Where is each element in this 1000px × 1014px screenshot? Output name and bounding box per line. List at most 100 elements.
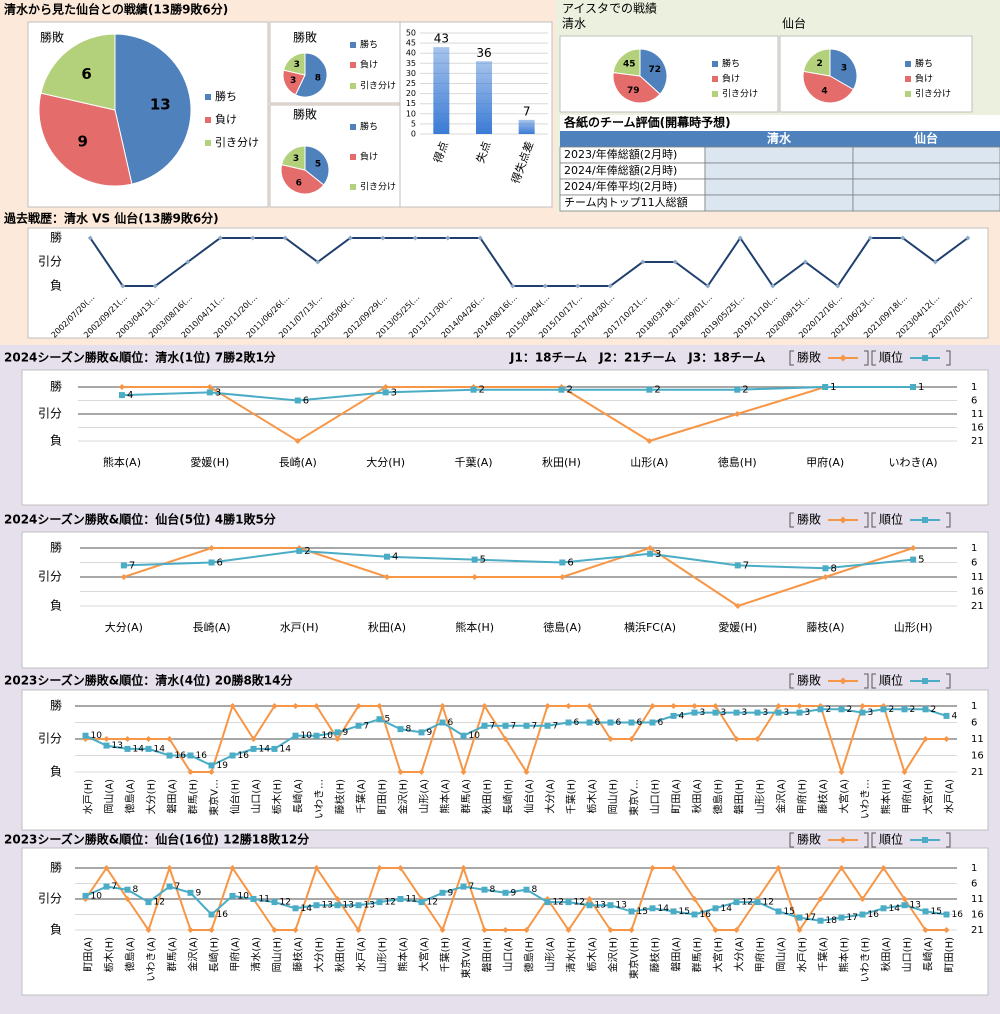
marker (754, 736, 761, 742)
marker (292, 703, 299, 709)
pie-slice (304, 145, 330, 186)
x-tick-label: 秋田(A) (691, 779, 704, 814)
marker (943, 712, 950, 719)
y2-tick-label: 21 (971, 767, 984, 778)
marker (802, 259, 808, 265)
marker (187, 752, 194, 759)
legend-swatch (350, 83, 356, 89)
marker (376, 703, 383, 709)
marker (646, 438, 653, 444)
marker (445, 235, 451, 241)
data-label: 12 (574, 898, 585, 908)
data-label: 14 (280, 744, 292, 754)
legend-label: 勝敗 (797, 512, 821, 527)
y-tick-label: 引分 (38, 732, 62, 746)
data-label: 13 (616, 901, 627, 911)
data-label: 6 (574, 718, 580, 728)
data-label: 9 (78, 133, 88, 151)
x-tick-label: 藤枝(A) (806, 620, 844, 634)
marker (670, 712, 677, 719)
y-tick-label: 引分 (38, 255, 62, 269)
marker (559, 559, 566, 566)
x-tick-label: 清水(H) (565, 937, 578, 972)
x-tick-label: 千葉(A) (454, 455, 492, 469)
data-label: 7 (129, 560, 135, 571)
data-label: 17 (805, 913, 816, 923)
marker (586, 896, 593, 902)
marker (646, 386, 653, 393)
x-tick-label: 磐田(A) (166, 779, 179, 814)
marker (775, 703, 782, 709)
pie-slice (40, 33, 116, 111)
legend-swatch (350, 62, 356, 68)
chart-title: 勝敗 (293, 30, 317, 45)
data-label: 12 (154, 898, 165, 908)
x-tick-label: 栃木(A) (586, 937, 599, 972)
marker (586, 719, 593, 726)
marker (502, 889, 509, 896)
data-label: 3 (290, 76, 296, 86)
marker (355, 927, 362, 933)
marker (670, 865, 677, 871)
data-label: 14 (301, 904, 313, 914)
marker (672, 259, 678, 265)
x-tick-label: 群馬(H) (691, 937, 704, 972)
x-tick-label: 大宮(H) (922, 779, 935, 814)
marker (217, 235, 223, 241)
data-label: 2 (826, 705, 832, 715)
x-tick-label: いわき(H) (860, 937, 872, 982)
y-tick-label: 負 (50, 599, 62, 613)
chart-panel (559, 35, 779, 113)
marker (705, 283, 711, 289)
cell (704, 146, 854, 164)
data-label: 2 (816, 59, 822, 69)
table-header (560, 131, 1000, 147)
marker (880, 706, 887, 713)
marker (229, 752, 236, 759)
legend-swatch (205, 117, 211, 123)
series-line (85, 708, 947, 767)
marker (647, 545, 654, 551)
data-label: 16 (952, 910, 964, 920)
legend-label: 勝ち (360, 121, 378, 133)
data-label: 3 (215, 387, 221, 398)
data-label: 7 (112, 882, 118, 892)
legend-marker (839, 836, 847, 844)
marker (470, 386, 477, 393)
data-label: 5 (918, 555, 924, 566)
section-heading: 清水から見た仙台との戦績(13勝9敗6分) (4, 2, 228, 17)
data-label: 3 (763, 708, 769, 718)
marker (502, 736, 509, 742)
x-tick-label: 甲府(A) (806, 455, 844, 469)
marker (481, 703, 488, 709)
legend-bracket (871, 832, 876, 848)
y-tick-label: 10 (406, 109, 416, 118)
y-tick-label: 35 (406, 59, 416, 68)
data-label: 7 (523, 104, 531, 118)
marker (640, 259, 646, 265)
marker (691, 709, 698, 716)
data-label: 79 (627, 86, 640, 96)
data-label: 3 (391, 387, 397, 398)
marker (628, 908, 635, 915)
data-label: 10 (238, 891, 250, 901)
x-tick-label: 群馬(H) (187, 779, 200, 814)
x-tick-label: 町田(A) (672, 779, 683, 814)
y-tick-label: 引分 (38, 570, 62, 584)
marker (229, 865, 236, 871)
legend-swatch (905, 91, 911, 97)
marker (355, 722, 362, 729)
marker (250, 736, 257, 742)
data-label: 18 (826, 916, 838, 926)
marker (628, 927, 635, 933)
y2-tick-label: 16 (971, 587, 984, 598)
data-label: 13 (343, 901, 354, 911)
x-tick-label: 仙台(H) (229, 779, 242, 814)
marker (250, 235, 256, 241)
legend-label: 負け (915, 73, 933, 85)
marker (733, 927, 740, 933)
legend-label: 順位 (879, 350, 903, 365)
y-tick-label: 負 (50, 923, 62, 937)
marker (120, 562, 127, 569)
x-tick-label: 甲府(H) (796, 779, 809, 814)
